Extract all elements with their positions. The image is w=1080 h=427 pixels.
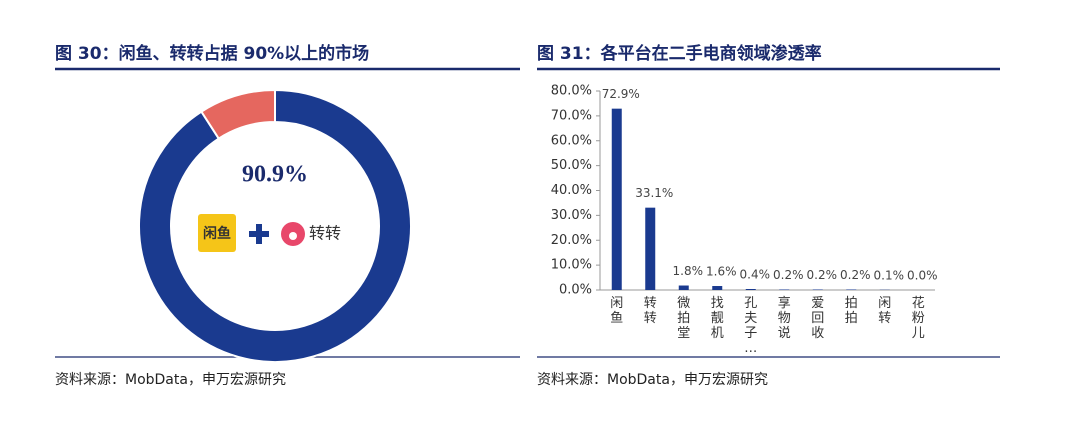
value-label: 0.1%: [874, 268, 905, 282]
plus-sign: [249, 224, 269, 244]
value-label: 0.2%: [840, 268, 871, 282]
y-tick-label: 10.0%: [551, 258, 592, 273]
logo-text: 转转: [309, 224, 341, 243]
x-tick-label: 闲转: [878, 296, 891, 326]
y-tick-label: 0.0%: [559, 283, 592, 298]
bar: [745, 289, 756, 290]
value-label: 1.6%: [706, 265, 737, 279]
logo-icon-eye: [289, 232, 297, 240]
y-tick-label: 30.0%: [551, 208, 592, 223]
donut-slice: [200, 88, 276, 140]
x-tick-label: 孔夫子…: [744, 296, 757, 356]
center-label: 90.9%: [242, 162, 308, 188]
y-tick-label: 70.0%: [551, 108, 592, 123]
x-tick-label: 拍拍: [845, 296, 858, 326]
source: 资料来源：MobData，申万宏源研究: [55, 372, 286, 388]
x-tick-label: 找靓机: [711, 296, 724, 341]
value-label: 0.4%: [740, 268, 771, 282]
y-tick-label: 80.0%: [551, 84, 592, 99]
y-tick-label: 20.0%: [551, 233, 592, 248]
x-tick-label: 享物说: [778, 295, 791, 341]
figure-title: 图 31：各平台在二手电商领域渗透率: [537, 43, 822, 64]
logo-box: [198, 214, 236, 252]
y-tick-label: 60.0%: [551, 133, 592, 148]
value-label: 0.0%: [907, 269, 938, 283]
bar: [645, 207, 656, 290]
y-tick-label: 40.0%: [551, 183, 592, 198]
figure-title: 图 30：闲鱼、转转占据 90%以上的市场: [55, 43, 369, 64]
y-tick-label: 50.0%: [551, 158, 592, 173]
x-tick-label: 爱回收: [811, 296, 824, 341]
bar: [678, 285, 689, 290]
x-tick-label: 花粉儿: [912, 295, 925, 341]
value-label: 1.8%: [673, 264, 704, 278]
x-tick-label: 闲鱼: [610, 296, 623, 326]
value-label: 72.9%: [602, 87, 640, 101]
value-label: 0.2%: [807, 268, 838, 282]
source: 资料来源：MobData，申万宏源研究: [537, 372, 768, 388]
bar: [611, 108, 622, 290]
logo-text: 闲鱼: [203, 225, 231, 242]
value-label: 33.1%: [635, 186, 673, 200]
value-label: 0.2%: [773, 268, 804, 282]
x-tick-label: 转转: [644, 296, 657, 326]
donut-slice: [138, 88, 413, 363]
x-tick-label: 微拍堂: [677, 296, 690, 341]
bar: [712, 286, 723, 290]
